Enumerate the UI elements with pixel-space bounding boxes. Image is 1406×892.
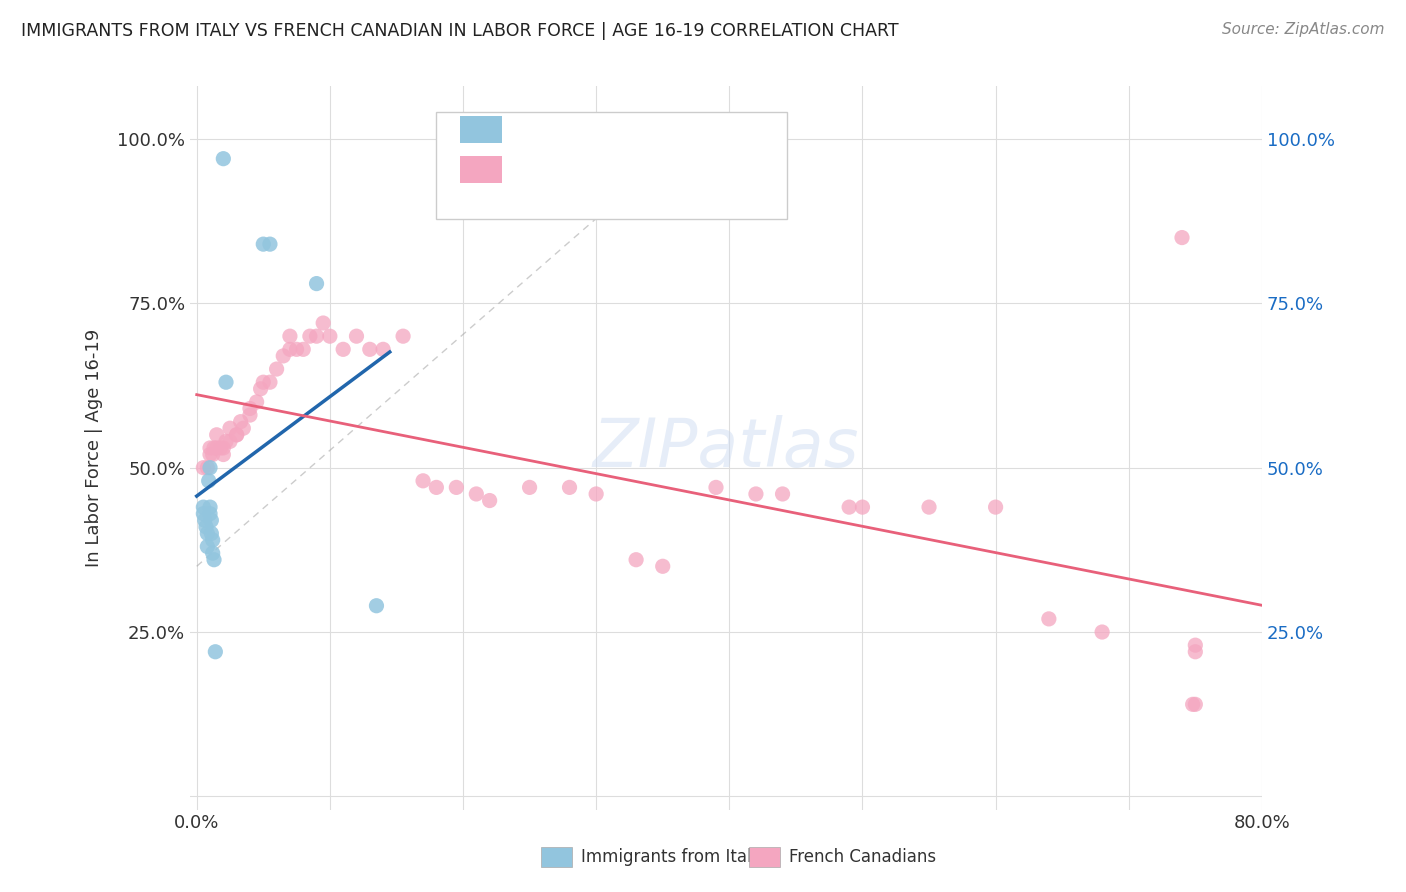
Point <box>259 375 281 389</box>
Point <box>266 362 288 376</box>
Point <box>1184 645 1206 659</box>
Point <box>201 546 224 560</box>
Text: French Canadians: French Canadians <box>789 848 936 866</box>
Point <box>195 526 218 541</box>
Point <box>312 316 335 330</box>
Point <box>745 487 768 501</box>
Point <box>209 441 232 455</box>
Point <box>239 408 262 422</box>
Point <box>195 540 218 554</box>
Point <box>194 513 217 527</box>
Text: R =: R = <box>513 119 555 138</box>
Point <box>200 526 222 541</box>
Point <box>558 480 581 494</box>
Point <box>252 237 274 252</box>
Point <box>359 343 381 357</box>
Point <box>585 487 607 501</box>
Point <box>239 401 262 416</box>
Point <box>1038 612 1060 626</box>
Point <box>197 474 219 488</box>
Point <box>246 395 269 409</box>
Text: 63: 63 <box>679 158 704 178</box>
Point <box>215 434 238 449</box>
Point <box>346 329 368 343</box>
Point <box>202 441 225 455</box>
Point <box>219 434 242 449</box>
Point <box>249 382 271 396</box>
Point <box>278 329 301 343</box>
Text: 22: 22 <box>679 119 704 138</box>
Point <box>1171 230 1194 244</box>
Text: 0.097: 0.097 <box>555 158 610 178</box>
Point <box>465 487 488 501</box>
Point <box>1091 625 1114 640</box>
Point <box>212 152 235 166</box>
Text: Immigrants from Italy: Immigrants from Italy <box>581 848 761 866</box>
Point <box>198 507 221 521</box>
Point <box>519 480 541 494</box>
Point <box>319 329 342 343</box>
Point <box>215 375 238 389</box>
Text: N =: N = <box>640 119 683 138</box>
Text: IMMIGRANTS FROM ITALY VS FRENCH CANADIAN IN LABOR FORCE | AGE 16-19 CORRELATION : IMMIGRANTS FROM ITALY VS FRENCH CANADIAN… <box>21 22 898 40</box>
Point <box>205 441 228 455</box>
Point <box>366 599 388 613</box>
Point <box>651 559 673 574</box>
Point <box>193 460 215 475</box>
Point <box>198 441 221 455</box>
Point <box>285 343 308 357</box>
Point <box>193 507 215 521</box>
Point <box>198 500 221 515</box>
Point <box>225 427 247 442</box>
Point <box>425 480 447 494</box>
Point <box>201 448 224 462</box>
Text: N =: N = <box>640 158 683 178</box>
Point <box>292 343 315 357</box>
Point <box>195 520 218 534</box>
Point <box>772 487 794 501</box>
Point <box>278 343 301 357</box>
Point <box>704 480 727 494</box>
Point <box>1184 638 1206 652</box>
Point <box>984 500 1007 515</box>
Point <box>918 500 941 515</box>
Point <box>271 349 294 363</box>
Point <box>392 329 415 343</box>
Point <box>624 552 647 566</box>
Y-axis label: In Labor Force | Age 16-19: In Labor Force | Age 16-19 <box>86 329 103 567</box>
Point <box>851 500 873 515</box>
Point <box>193 500 215 515</box>
Point <box>198 460 221 475</box>
Point <box>198 448 221 462</box>
Point <box>232 421 254 435</box>
Point <box>201 533 224 547</box>
Point <box>225 427 247 442</box>
Point <box>478 493 501 508</box>
Point <box>305 277 328 291</box>
Point <box>1184 698 1206 712</box>
Text: ZIPat​las: ZIPat​las <box>593 415 859 481</box>
Point <box>446 480 468 494</box>
Point <box>195 460 218 475</box>
Point <box>229 415 252 429</box>
Text: Source: ZipAtlas.com: Source: ZipAtlas.com <box>1222 22 1385 37</box>
Point <box>1181 698 1204 712</box>
Text: R =: R = <box>513 158 555 178</box>
Point <box>205 427 228 442</box>
Point <box>305 329 328 343</box>
Point <box>200 513 222 527</box>
Point <box>298 329 321 343</box>
Point <box>371 343 394 357</box>
Point <box>252 375 274 389</box>
Point <box>202 552 225 566</box>
Point <box>212 441 235 455</box>
Text: 0.460: 0.460 <box>555 119 610 138</box>
Point <box>212 448 235 462</box>
Point <box>204 645 226 659</box>
Point <box>412 474 434 488</box>
Point <box>332 343 354 357</box>
Point <box>838 500 860 515</box>
Point <box>219 421 242 435</box>
Point <box>259 237 281 252</box>
